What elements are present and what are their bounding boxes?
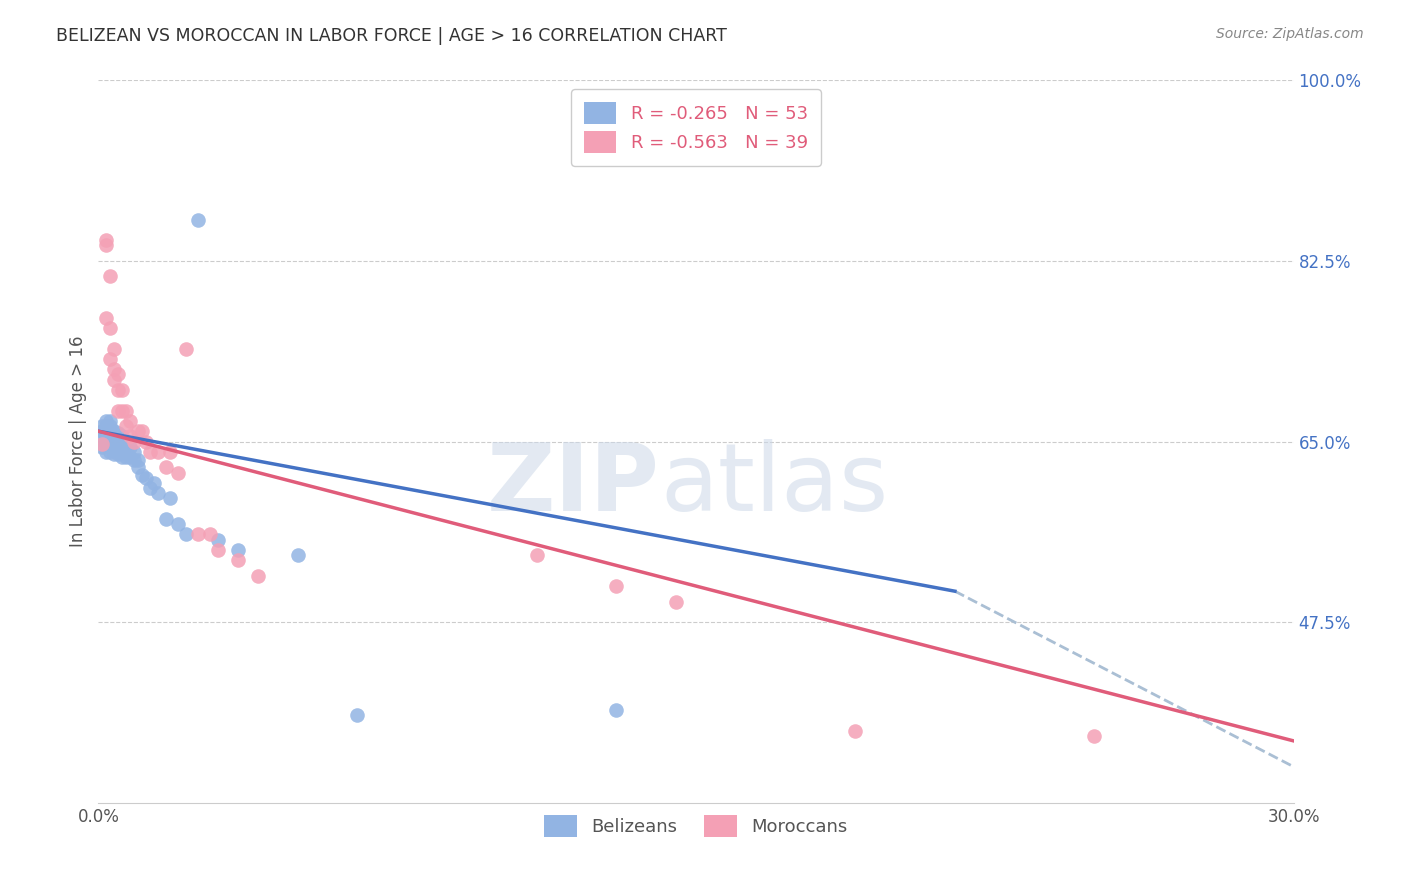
- Point: [131, 467, 153, 482]
- Point: [98, 414, 122, 428]
- Point: [98, 419, 122, 434]
- Point: [844, 723, 866, 738]
- Point: [103, 342, 125, 356]
- Point: [107, 447, 129, 461]
- Point: [98, 434, 122, 449]
- Legend: Belizeans, Moroccans: Belizeans, Moroccans: [537, 808, 855, 845]
- Point: [120, 450, 142, 464]
- Point: [226, 542, 249, 557]
- Point: [107, 383, 129, 397]
- Point: [187, 527, 209, 541]
- Point: [226, 553, 249, 567]
- Text: ZIP: ZIP: [488, 439, 661, 531]
- Point: [526, 548, 548, 562]
- Point: [1083, 729, 1105, 743]
- Point: [246, 568, 269, 582]
- Point: [91, 440, 114, 454]
- Point: [91, 429, 114, 443]
- Point: [139, 445, 162, 459]
- Point: [124, 445, 146, 459]
- Point: [155, 460, 177, 475]
- Point: [115, 450, 138, 464]
- Point: [111, 450, 134, 464]
- Point: [346, 708, 368, 723]
- Point: [148, 445, 170, 459]
- Point: [127, 424, 149, 438]
- Point: [103, 447, 125, 461]
- Y-axis label: In Labor Force | Age > 16: In Labor Force | Age > 16: [69, 335, 87, 548]
- Point: [287, 548, 309, 562]
- Point: [605, 703, 627, 717]
- Point: [107, 440, 129, 454]
- Point: [107, 368, 129, 382]
- Point: [111, 383, 134, 397]
- Point: [96, 414, 118, 428]
- Point: [120, 429, 142, 443]
- Text: atlas: atlas: [661, 439, 889, 531]
- Point: [127, 453, 149, 467]
- Point: [98, 351, 122, 366]
- Point: [167, 466, 190, 480]
- Point: [167, 517, 190, 532]
- Point: [96, 424, 118, 438]
- Point: [98, 445, 122, 459]
- Point: [135, 470, 157, 484]
- Point: [143, 475, 166, 490]
- Text: Source: ZipAtlas.com: Source: ZipAtlas.com: [1216, 27, 1364, 41]
- Point: [98, 429, 122, 443]
- Point: [155, 512, 177, 526]
- Point: [96, 419, 118, 434]
- Point: [115, 403, 138, 417]
- Point: [103, 434, 125, 449]
- Text: BELIZEAN VS MOROCCAN IN LABOR FORCE | AGE > 16 CORRELATION CHART: BELIZEAN VS MOROCCAN IN LABOR FORCE | AG…: [56, 27, 727, 45]
- Point: [174, 527, 197, 541]
- Point: [98, 440, 122, 454]
- Point: [115, 434, 138, 449]
- Point: [207, 542, 229, 557]
- Point: [159, 491, 181, 506]
- Point: [198, 527, 221, 541]
- Point: [91, 419, 114, 434]
- Point: [107, 433, 129, 447]
- Point: [605, 579, 627, 593]
- Point: [120, 440, 142, 454]
- Point: [115, 442, 138, 457]
- Point: [103, 442, 125, 456]
- Point: [103, 373, 125, 387]
- Point: [96, 233, 118, 247]
- Point: [96, 429, 118, 443]
- Point: [148, 486, 170, 500]
- Point: [96, 445, 118, 459]
- Point: [103, 429, 125, 443]
- Point: [159, 445, 181, 459]
- Point: [96, 436, 118, 450]
- Point: [107, 426, 129, 441]
- Point: [111, 440, 134, 454]
- Point: [124, 453, 146, 467]
- Point: [124, 434, 146, 449]
- Point: [111, 429, 134, 443]
- Point: [131, 424, 153, 438]
- Point: [96, 310, 118, 325]
- Point: [207, 533, 229, 547]
- Point: [139, 481, 162, 495]
- Point: [111, 403, 134, 417]
- Point: [174, 342, 197, 356]
- Point: [96, 238, 118, 252]
- Point: [91, 436, 114, 450]
- Point: [127, 460, 149, 475]
- Point: [103, 424, 125, 438]
- Point: [665, 594, 688, 608]
- Point: [107, 403, 129, 417]
- Point: [187, 212, 209, 227]
- Point: [98, 321, 122, 335]
- Point: [91, 424, 114, 438]
- Point: [98, 424, 122, 438]
- Point: [103, 362, 125, 376]
- Point: [115, 419, 138, 434]
- Point: [135, 434, 157, 449]
- Point: [120, 414, 142, 428]
- Point: [98, 269, 122, 284]
